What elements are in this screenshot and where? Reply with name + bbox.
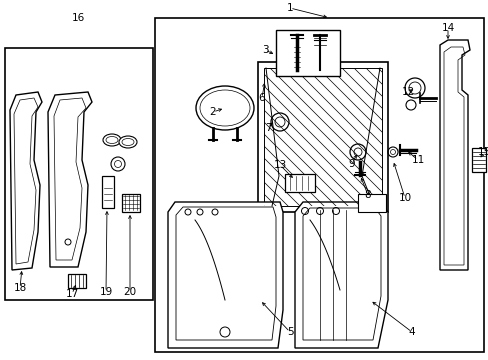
Bar bbox=[285, 174, 314, 192]
Polygon shape bbox=[294, 202, 387, 348]
Ellipse shape bbox=[119, 136, 137, 148]
Text: 12: 12 bbox=[401, 87, 414, 97]
Bar bbox=[102, 176, 114, 208]
Bar bbox=[68, 274, 86, 288]
Ellipse shape bbox=[196, 86, 253, 130]
Text: 15: 15 bbox=[476, 147, 488, 157]
Text: 4: 4 bbox=[408, 327, 414, 337]
Text: 2: 2 bbox=[209, 107, 216, 117]
Polygon shape bbox=[439, 40, 469, 270]
Text: 10: 10 bbox=[398, 193, 411, 203]
Text: 18: 18 bbox=[13, 283, 26, 293]
Text: 16: 16 bbox=[71, 13, 84, 23]
Text: 17: 17 bbox=[65, 289, 79, 299]
Polygon shape bbox=[48, 92, 92, 267]
Bar bbox=[357, 194, 385, 212]
Text: 8: 8 bbox=[364, 190, 370, 200]
Bar bbox=[5, 48, 153, 300]
Polygon shape bbox=[168, 202, 283, 348]
Polygon shape bbox=[10, 92, 42, 270]
Bar bbox=[275, 30, 339, 76]
Text: 7: 7 bbox=[264, 123, 271, 133]
Ellipse shape bbox=[103, 134, 121, 146]
Text: 20: 20 bbox=[123, 287, 136, 297]
Text: 5: 5 bbox=[286, 327, 293, 337]
Text: 13: 13 bbox=[273, 160, 286, 170]
Text: 19: 19 bbox=[99, 287, 112, 297]
Text: 9: 9 bbox=[348, 159, 355, 169]
Bar bbox=[155, 18, 483, 352]
Bar bbox=[258, 62, 387, 212]
Text: 11: 11 bbox=[410, 155, 424, 165]
Bar bbox=[264, 68, 381, 206]
Text: 1: 1 bbox=[286, 3, 293, 13]
Text: 14: 14 bbox=[441, 23, 454, 33]
Bar bbox=[471, 148, 485, 172]
Text: 3: 3 bbox=[261, 45, 268, 55]
Text: 6: 6 bbox=[258, 93, 265, 103]
Bar bbox=[122, 194, 140, 212]
